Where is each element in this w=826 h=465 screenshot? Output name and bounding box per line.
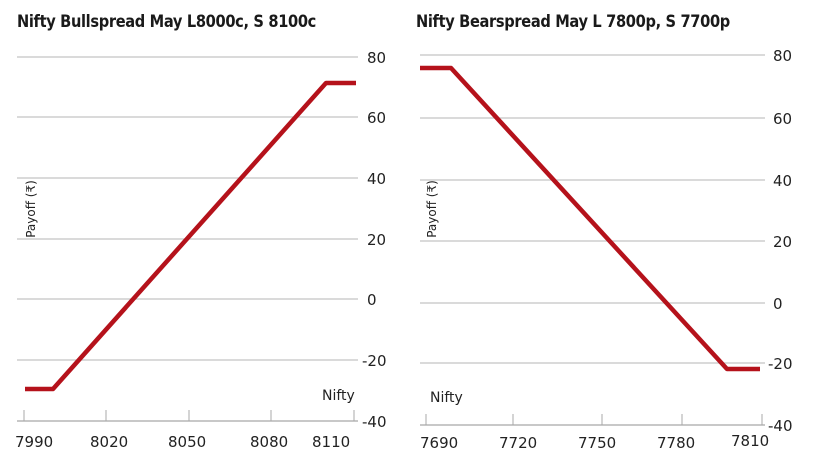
svg-text:7990: 7990 (15, 433, 53, 451)
svg-text:20: 20 (367, 231, 386, 249)
x-tick-labels: 7690 7720 7750 7780 7810 (420, 432, 769, 452)
svg-text:8050: 8050 (168, 433, 206, 451)
bullspread-plot: 80 60 40 20 0 -20 -40 7990 8020 8050 808… (15, 49, 387, 451)
svg-text:-40: -40 (362, 413, 387, 431)
svg-text:60: 60 (367, 109, 386, 127)
svg-text:7780: 7780 (657, 434, 695, 452)
bullspread-chart-panel: Nifty Bullspread May L8000c, S 8100c 80 … (15, 12, 387, 451)
svg-text:-40: -40 (768, 417, 793, 435)
x-axis-label: Nifty (322, 388, 355, 404)
x-axis-ticks (23, 410, 355, 421)
svg-text:40: 40 (367, 170, 386, 188)
svg-text:0: 0 (367, 291, 377, 309)
svg-text:20: 20 (773, 233, 792, 251)
x-tick-labels: 7990 8020 8050 8080 8110 (15, 433, 350, 451)
svg-text:60: 60 (773, 110, 792, 128)
y-axis-label: Payoff (₹) (24, 180, 38, 238)
x-axis-ticks (425, 414, 763, 425)
bearspread-plot: 80 60 40 20 0 -20 -40 7690 7720 7750 778… (420, 47, 793, 452)
x-axis-label: Nifty (430, 390, 463, 406)
svg-text:80: 80 (367, 49, 386, 67)
payoff-line (420, 65, 760, 372)
bullspread-chart-title: Nifty Bullspread May L8000c, S 8100c (17, 12, 317, 32)
payoff-line (25, 80, 356, 392)
y-tick-labels: 80 60 40 20 0 -20 -40 (362, 49, 387, 431)
svg-text:40: 40 (773, 172, 792, 190)
svg-text:7690: 7690 (420, 434, 458, 452)
y-axis-label: Payoff (₹) (425, 180, 439, 238)
svg-text:7750: 7750 (578, 434, 616, 452)
svg-text:80: 80 (773, 47, 792, 65)
bearspread-chart-title: Nifty Bearspread May L 7800p, S 7700p (416, 12, 730, 32)
y-gridlines (420, 54, 765, 426)
svg-text:-20: -20 (362, 352, 387, 370)
svg-text:7810: 7810 (731, 432, 769, 450)
y-tick-labels: 80 60 40 20 0 -20 -40 (768, 47, 793, 435)
bearspread-chart-panel: Nifty Bearspread May L 7800p, S 7700p 80… (413, 0, 826, 465)
svg-text:-20: -20 (768, 355, 793, 373)
svg-text:7720: 7720 (499, 434, 537, 452)
svg-text:8110: 8110 (312, 433, 350, 451)
svg-text:8080: 8080 (250, 433, 288, 451)
svg-text:0: 0 (773, 295, 783, 313)
svg-text:8020: 8020 (90, 433, 128, 451)
